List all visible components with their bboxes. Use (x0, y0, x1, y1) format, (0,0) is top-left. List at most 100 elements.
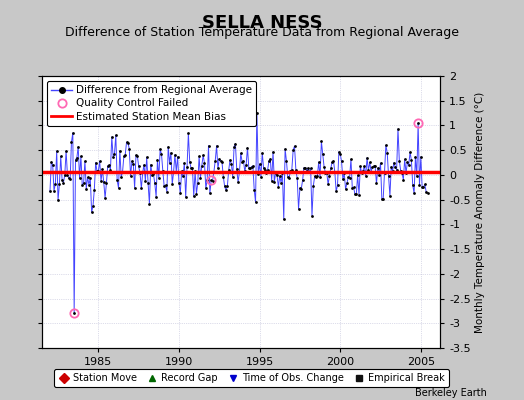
Point (412, 173, 421, 179)
Point (316, 174, 324, 180)
Point (375, 172, 384, 178)
Point (280, 216, 288, 223)
Point (356, 163, 365, 170)
Point (224, 167, 233, 174)
Point (90, 186, 99, 193)
Point (152, 194, 160, 200)
Point (227, 160, 236, 167)
Point (243, 144, 252, 151)
Point (406, 149, 414, 156)
Point (281, 146, 289, 152)
Point (387, 164, 396, 170)
Point (203, 177, 211, 183)
Point (50, 188, 58, 194)
Point (51, 181, 60, 187)
Point (395, 157, 403, 164)
Point (335, 149, 343, 155)
Point (376, 160, 385, 166)
Point (181, 194, 190, 200)
Point (128, 158, 136, 164)
Point (357, 170, 366, 176)
Point (148, 172, 156, 178)
Point (247, 164, 256, 170)
Point (386, 193, 394, 199)
Point (276, 173, 284, 179)
Point (360, 163, 368, 170)
Point (345, 174, 354, 181)
Point (118, 169, 127, 175)
Point (411, 154, 420, 160)
Point (67, 139, 75, 145)
Point (239, 158, 248, 164)
Point (147, 161, 155, 168)
Point (144, 180, 152, 186)
Point (255, 161, 264, 167)
Point (179, 173, 187, 180)
Point (381, 142, 390, 148)
Point (166, 159, 174, 166)
Point (59, 180, 68, 186)
Point (149, 170, 158, 177)
Point (257, 174, 265, 180)
Point (278, 170, 287, 176)
Point (49, 162, 57, 168)
Y-axis label: Monthly Temperature Anomaly Difference (°C): Monthly Temperature Anomaly Difference (… (475, 91, 485, 333)
Point (93, 168, 101, 174)
Point (218, 158, 226, 165)
Point (97, 178, 105, 184)
Point (52, 148, 61, 154)
Point (105, 162, 113, 168)
Point (235, 169, 244, 175)
Point (100, 179, 108, 185)
Point (64, 175, 73, 182)
Point (273, 172, 281, 178)
Point (47, 159, 56, 165)
Point (113, 177, 122, 184)
Point (379, 196, 387, 202)
Point (178, 168, 186, 174)
Point (61, 172, 69, 178)
Point (283, 174, 292, 180)
Point (333, 182, 342, 189)
Point (362, 173, 370, 179)
Point (416, 182, 424, 188)
Text: Berkeley Earth: Berkeley Earth (416, 388, 487, 398)
Point (86, 175, 94, 181)
Point (114, 185, 123, 191)
Point (75, 175, 84, 181)
Point (319, 151, 327, 157)
Point (119, 153, 128, 159)
Point (368, 164, 377, 170)
Text: SELLA NESS: SELLA NESS (202, 14, 322, 32)
Point (212, 142, 221, 149)
Point (403, 159, 411, 166)
Point (55, 181, 63, 188)
Point (125, 146, 134, 152)
Point (184, 130, 192, 137)
Point (191, 168, 199, 174)
Point (160, 183, 168, 190)
Point (98, 166, 106, 173)
Point (250, 186, 258, 193)
Point (258, 150, 267, 156)
Point (266, 156, 275, 162)
Point (57, 153, 65, 160)
Point (81, 158, 89, 164)
Point (405, 162, 413, 168)
Point (369, 163, 378, 169)
Point (231, 140, 239, 147)
Point (154, 156, 162, 163)
Point (195, 153, 203, 160)
Point (167, 150, 175, 156)
Point (69, 130, 77, 136)
Point (329, 157, 337, 164)
Legend: Difference from Regional Average, Quality Control Failed, Estimated Station Mean: Difference from Regional Average, Qualit… (47, 81, 256, 126)
Point (230, 144, 238, 150)
Point (418, 184, 427, 191)
Point (326, 165, 335, 171)
Point (145, 201, 154, 207)
Point (138, 169, 147, 176)
Point (350, 184, 358, 191)
Point (193, 180, 202, 186)
Point (46, 188, 54, 194)
